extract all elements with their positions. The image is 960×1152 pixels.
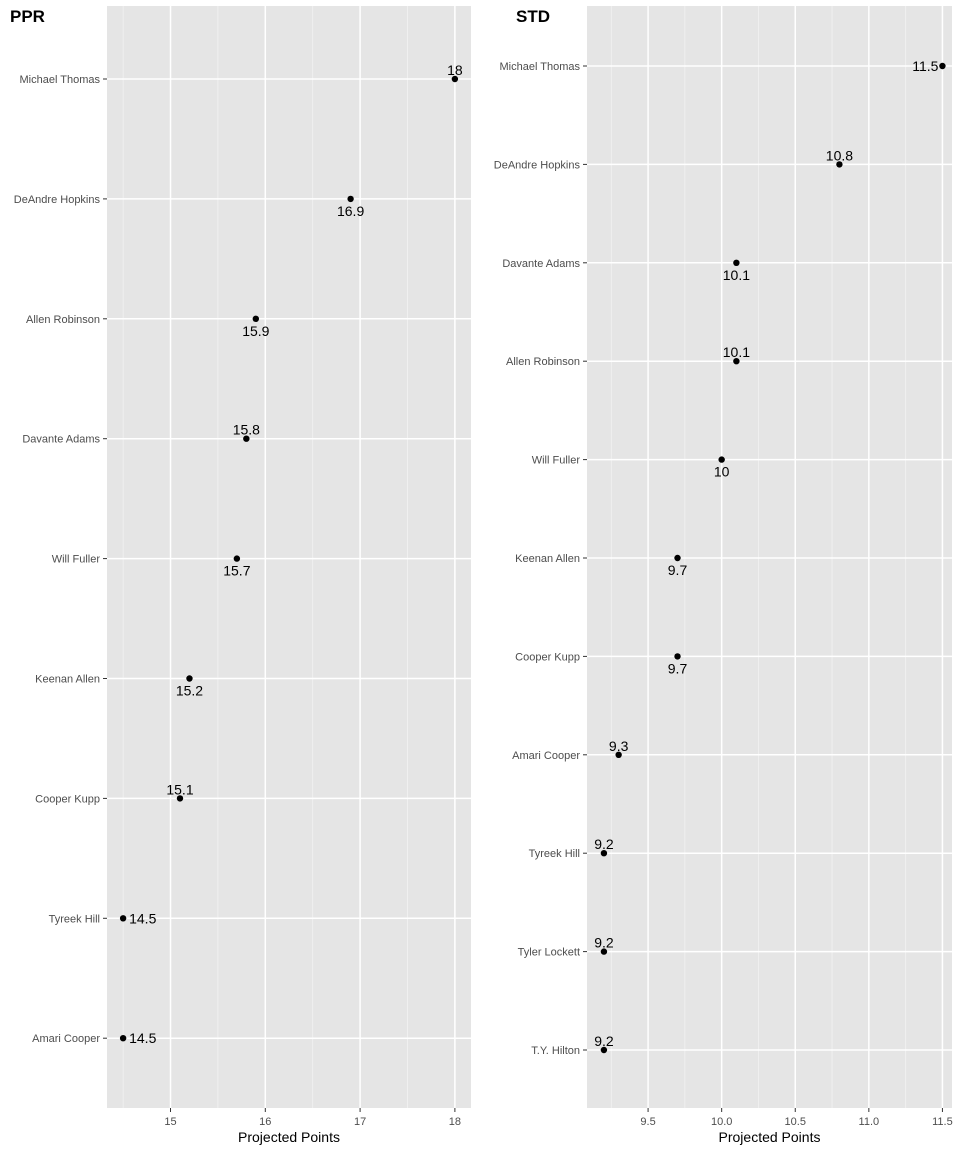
y-tick-label: Cooper Kupp — [35, 793, 100, 805]
data-label: 10.1 — [723, 267, 750, 283]
data-label: 15.8 — [233, 422, 260, 438]
y-tick-label: Amari Cooper — [32, 1033, 100, 1045]
data-label: 16.9 — [337, 203, 364, 219]
data-point — [733, 358, 740, 365]
x-tick-label: 15 — [164, 1116, 176, 1128]
y-tick-label: DeAndre Hopkins — [494, 159, 581, 171]
data-label: 15.1 — [166, 781, 193, 797]
y-tick-label: Keenan Allen — [515, 553, 580, 565]
data-point — [119, 1035, 127, 1042]
data-label: 9.2 — [594, 1033, 614, 1049]
data-point — [674, 554, 681, 562]
chart-panel-ppr: PPR Michael Thomas DeAndre Hopkins Allen Ro… — [10, 6, 471, 1145]
y-tick-label: Will Fuller — [52, 554, 101, 566]
data-point — [451, 75, 459, 83]
data-point — [939, 62, 946, 70]
y-tick-label: Allen Robinson — [26, 314, 100, 326]
x-tick-label: 17 — [354, 1116, 366, 1128]
data-point — [718, 456, 725, 463]
y-tick-label: Davante Adams — [502, 258, 580, 270]
data-label: 14.5 — [129, 910, 156, 926]
data-label: 9.2 — [594, 935, 614, 951]
chart-title: STD — [516, 7, 550, 26]
data-point — [347, 195, 354, 203]
y-tick-label: Michael Thomas — [20, 74, 101, 86]
y-tick-label: Michael Thomas — [500, 61, 581, 73]
data-label: 9.2 — [594, 836, 614, 852]
y-tick-label: Davante Adams — [22, 434, 100, 446]
data-point — [600, 1046, 608, 1054]
y-tick-label: DeAndre Hopkins — [14, 194, 101, 206]
x-tick-label: 11.5 — [932, 1116, 953, 1128]
data-label: 15.7 — [223, 563, 250, 579]
y-tick-label: Will Fuller — [532, 455, 581, 467]
data-label: 11.5 — [912, 58, 938, 74]
y-tick-label: Cooper Kupp — [515, 651, 580, 663]
data-label: 10 — [714, 464, 730, 480]
x-tick-label: 16 — [259, 1116, 271, 1128]
chart-panel-std: STD Michael Thomas DeAndre Hopkins Davante … — [494, 6, 953, 1145]
x-axis-label: Projected Points — [719, 1129, 821, 1145]
data-label: 14.5 — [129, 1030, 156, 1046]
plot-background — [587, 6, 952, 1108]
y-tick-label: Amari Cooper — [512, 750, 580, 762]
data-point — [186, 675, 193, 682]
x-tick-label: 18 — [449, 1116, 461, 1128]
y-tick-label: Tyreek Hill — [529, 848, 580, 860]
data-point — [243, 435, 250, 442]
data-point — [233, 555, 241, 562]
data-point — [836, 161, 843, 168]
plot-background — [107, 6, 471, 1108]
x-tick-label: 9.5 — [640, 1116, 655, 1128]
data-point — [615, 751, 622, 758]
data-label: 9.3 — [609, 738, 629, 754]
y-tick-label: Keenan Allen — [35, 674, 100, 686]
data-label: 15.2 — [176, 683, 203, 699]
data-label: 10.1 — [723, 344, 750, 360]
y-tick-label: Tyler Lockett — [518, 947, 580, 959]
data-point — [176, 795, 184, 802]
data-label: 10.8 — [826, 147, 853, 163]
x-tick-label: 10.0 — [711, 1116, 732, 1128]
data-label: 9.7 — [668, 562, 688, 578]
data-point — [674, 653, 681, 660]
data-point — [733, 259, 740, 266]
data-point — [252, 315, 260, 322]
data-point — [600, 948, 608, 955]
y-tick-label: Allen Robinson — [506, 356, 580, 368]
x-tick-label: 10.5 — [785, 1116, 806, 1128]
x-tick-label: 11.0 — [859, 1116, 880, 1128]
data-label: 18 — [447, 62, 463, 78]
y-tick-label: Tyreek Hill — [49, 913, 100, 925]
data-point — [600, 850, 608, 857]
chart-title: PPR — [10, 7, 45, 26]
x-axis-label: Projected Points — [238, 1129, 340, 1145]
data-point — [119, 915, 127, 922]
data-label: 15.9 — [242, 323, 269, 339]
data-label: 9.7 — [668, 660, 688, 676]
y-tick-label: T.Y. Hilton — [531, 1045, 580, 1057]
